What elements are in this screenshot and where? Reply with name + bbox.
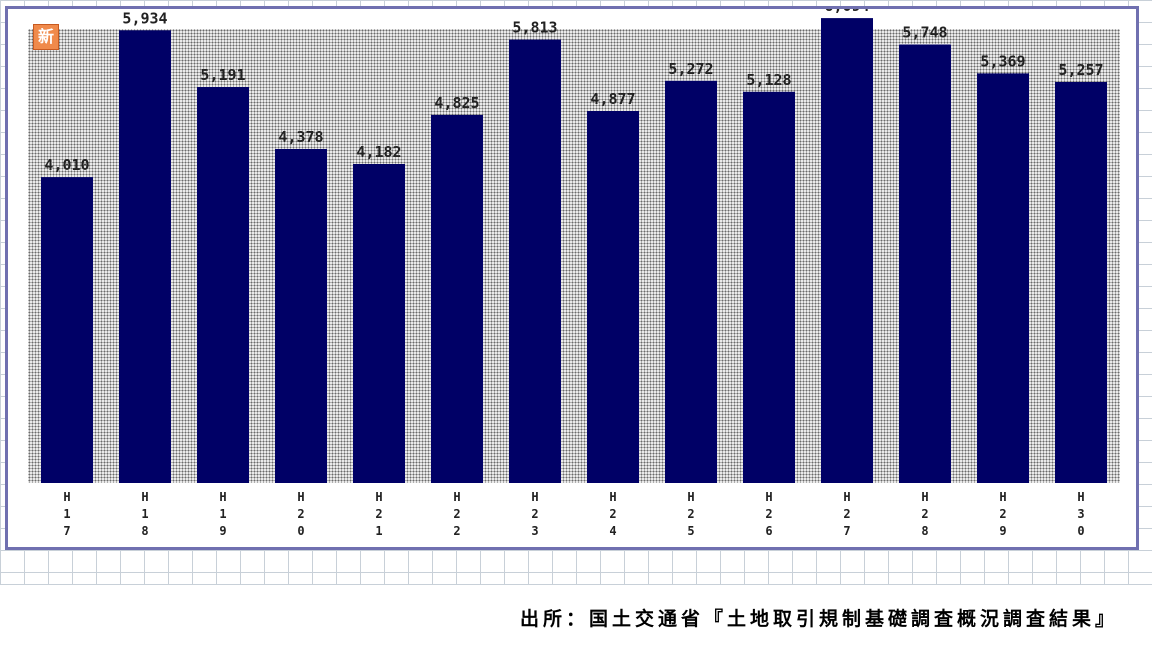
source-caption: 出所：国土交通省『土地取引規制基礎調査概況調査結果』 [519, 608, 1118, 630]
bar [977, 73, 1029, 484]
new-badge-icon: 新 [33, 24, 59, 50]
bar [275, 149, 327, 483]
bar-value-label: 4,010 [44, 156, 89, 174]
bar-value-label: 5,257 [1058, 61, 1103, 79]
bar [1055, 82, 1107, 483]
bar-value-label: 5,748 [902, 24, 947, 42]
bar-value-label: 5,369 [980, 52, 1025, 70]
bar [509, 39, 561, 483]
bar-value-label: 5,934 [122, 9, 167, 27]
chart-frame[interactable]: 4,010 H 1 7 5,934 H 1 8 5,191 H 1 9 4,378 H 2 0 4,182 H 2 1… [5, 6, 1139, 550]
bar-value-label: 5,813 [512, 19, 557, 37]
bar [743, 91, 795, 484]
bar-value-label: 5,128 [746, 71, 791, 89]
spreadsheet-area [0, 584, 1152, 649]
bar [197, 87, 249, 483]
bar [821, 18, 873, 483]
bar [119, 30, 171, 484]
bar-value-label: 4,877 [590, 90, 635, 108]
bar [431, 114, 483, 484]
bar [353, 164, 405, 483]
bar [587, 111, 639, 483]
bar [665, 80, 717, 484]
bar-value-label: 5,272 [668, 60, 713, 78]
bar [41, 177, 93, 483]
bar-value-label: 6,094 [824, 9, 869, 15]
bar-value-label: 4,182 [356, 143, 401, 161]
bar-value-label: 5,191 [200, 66, 245, 84]
bar [899, 44, 951, 483]
bar-value-label: 4,378 [278, 128, 323, 146]
bar-value-label: 4,825 [434, 94, 479, 112]
bar-chart: 4,010 H 1 7 5,934 H 1 8 5,191 H 1 9 4,378 H 2 0 4,182 H 2 1… [41, 9, 1107, 538]
